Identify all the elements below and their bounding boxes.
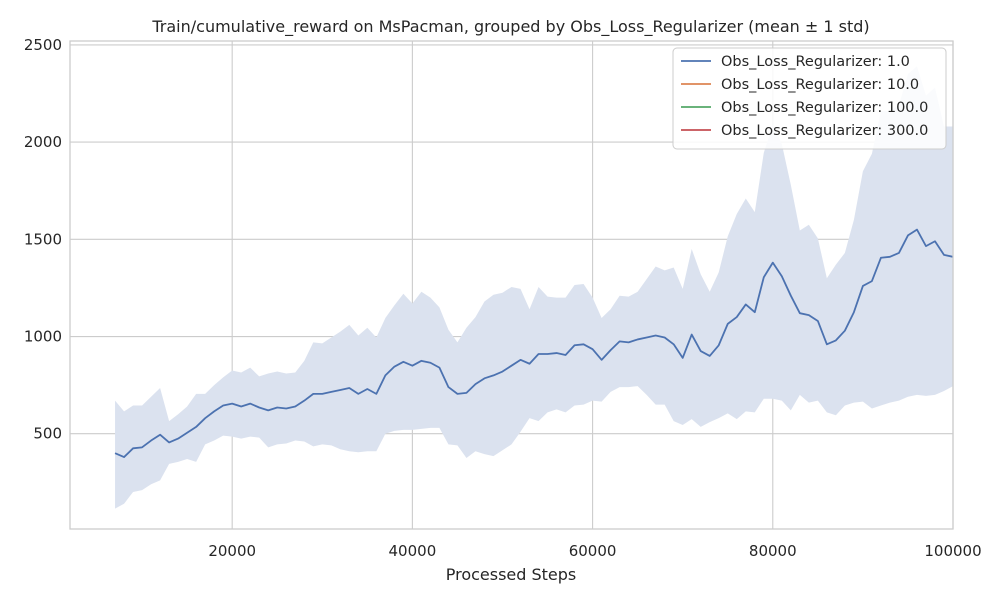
- series-std-band: [115, 66, 953, 509]
- legend: Obs_Loss_Regularizer: 1.0 Obs_Loss_Regula…: [672, 47, 947, 150]
- legend-entry-label: Obs_Loss_Regularizer: 300.0: [721, 123, 928, 139]
- y-tick-label: 2000: [24, 133, 62, 151]
- x-tick-label: 100000: [924, 542, 981, 560]
- y-tick-label: 500: [33, 425, 62, 443]
- plot-frame: [69, 40, 954, 530]
- y-tick-label: 2500: [24, 36, 62, 54]
- x-tick-label: 40000: [389, 542, 437, 560]
- x-tick-label: 60000: [569, 542, 617, 560]
- y-tick-label: 1000: [24, 328, 62, 346]
- legend-entry-label: Obs_Loss_Regularizer: 1.0: [721, 54, 910, 70]
- legend-entry-label: Obs_Loss_Regularizer: 100.0: [721, 100, 928, 116]
- series-mean-line: [114, 228, 953, 458]
- x-axis-title: Processed Steps: [446, 565, 577, 584]
- series-group: [114, 66, 953, 509]
- y-tick-label: 1500: [24, 230, 62, 248]
- legend-entry-label: Obs_Loss_Regularizer: 10.0: [721, 77, 919, 93]
- legend-box: [672, 47, 947, 150]
- plot-area: 20000 40000 60000 80000 100000 500 1000 1500 200…: [24, 36, 982, 560]
- chart-title: Train/cumulative_reward on MsPacman, gro…: [151, 17, 869, 37]
- x-tick-label: 20000: [208, 542, 256, 560]
- x-tick-label: 80000: [749, 542, 797, 560]
